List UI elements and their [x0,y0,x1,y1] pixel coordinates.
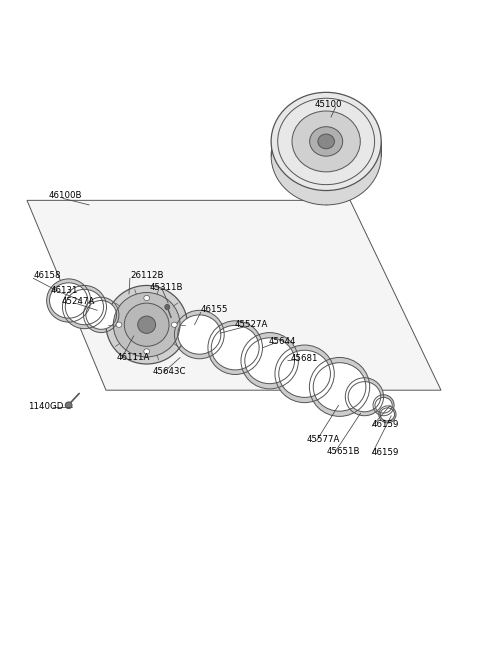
Text: 46159: 46159 [372,448,399,457]
Text: 45643C: 45643C [153,367,186,376]
Text: 45577A: 45577A [307,435,340,443]
Ellipse shape [375,398,392,413]
Ellipse shape [49,283,88,318]
Text: 46159: 46159 [372,420,399,430]
Ellipse shape [271,92,381,190]
Text: 46131: 46131 [51,286,78,295]
Ellipse shape [345,378,384,416]
Ellipse shape [174,310,224,359]
Text: 45311B: 45311B [149,283,182,292]
Ellipse shape [124,303,169,346]
Polygon shape [27,200,441,390]
Ellipse shape [380,408,395,421]
Ellipse shape [84,297,119,333]
Ellipse shape [379,406,396,423]
Ellipse shape [241,333,299,389]
Ellipse shape [313,363,366,411]
Ellipse shape [47,279,91,322]
Ellipse shape [275,345,334,403]
Ellipse shape [178,315,221,354]
Ellipse shape [310,127,343,156]
Ellipse shape [208,321,263,375]
Ellipse shape [171,322,177,327]
Text: 45247A: 45247A [62,297,96,306]
Ellipse shape [211,325,259,370]
Ellipse shape [271,107,381,205]
Text: 45100: 45100 [315,100,342,109]
Text: 46111A: 46111A [117,353,150,362]
Ellipse shape [106,285,187,364]
Text: 45527A: 45527A [234,320,268,329]
Ellipse shape [165,304,169,310]
Ellipse shape [144,349,150,354]
Ellipse shape [116,322,122,327]
Text: 1140GD: 1140GD [28,402,64,411]
Ellipse shape [318,134,335,149]
Ellipse shape [373,395,394,416]
Ellipse shape [310,358,370,417]
Ellipse shape [113,293,180,357]
Text: 45651B: 45651B [326,447,360,455]
Ellipse shape [86,300,117,329]
Ellipse shape [62,285,107,329]
Text: 46158: 46158 [33,271,61,280]
Ellipse shape [138,316,156,333]
Ellipse shape [292,111,360,172]
Text: 45644: 45644 [269,337,296,346]
Ellipse shape [65,402,72,409]
Text: 26112B: 26112B [130,271,163,280]
Ellipse shape [245,338,295,384]
Ellipse shape [348,382,381,412]
Ellipse shape [279,350,330,398]
Text: 45681: 45681 [291,354,318,363]
Ellipse shape [65,289,104,325]
Ellipse shape [144,295,150,300]
Text: 46100B: 46100B [48,192,82,200]
Text: 46155: 46155 [201,305,228,314]
